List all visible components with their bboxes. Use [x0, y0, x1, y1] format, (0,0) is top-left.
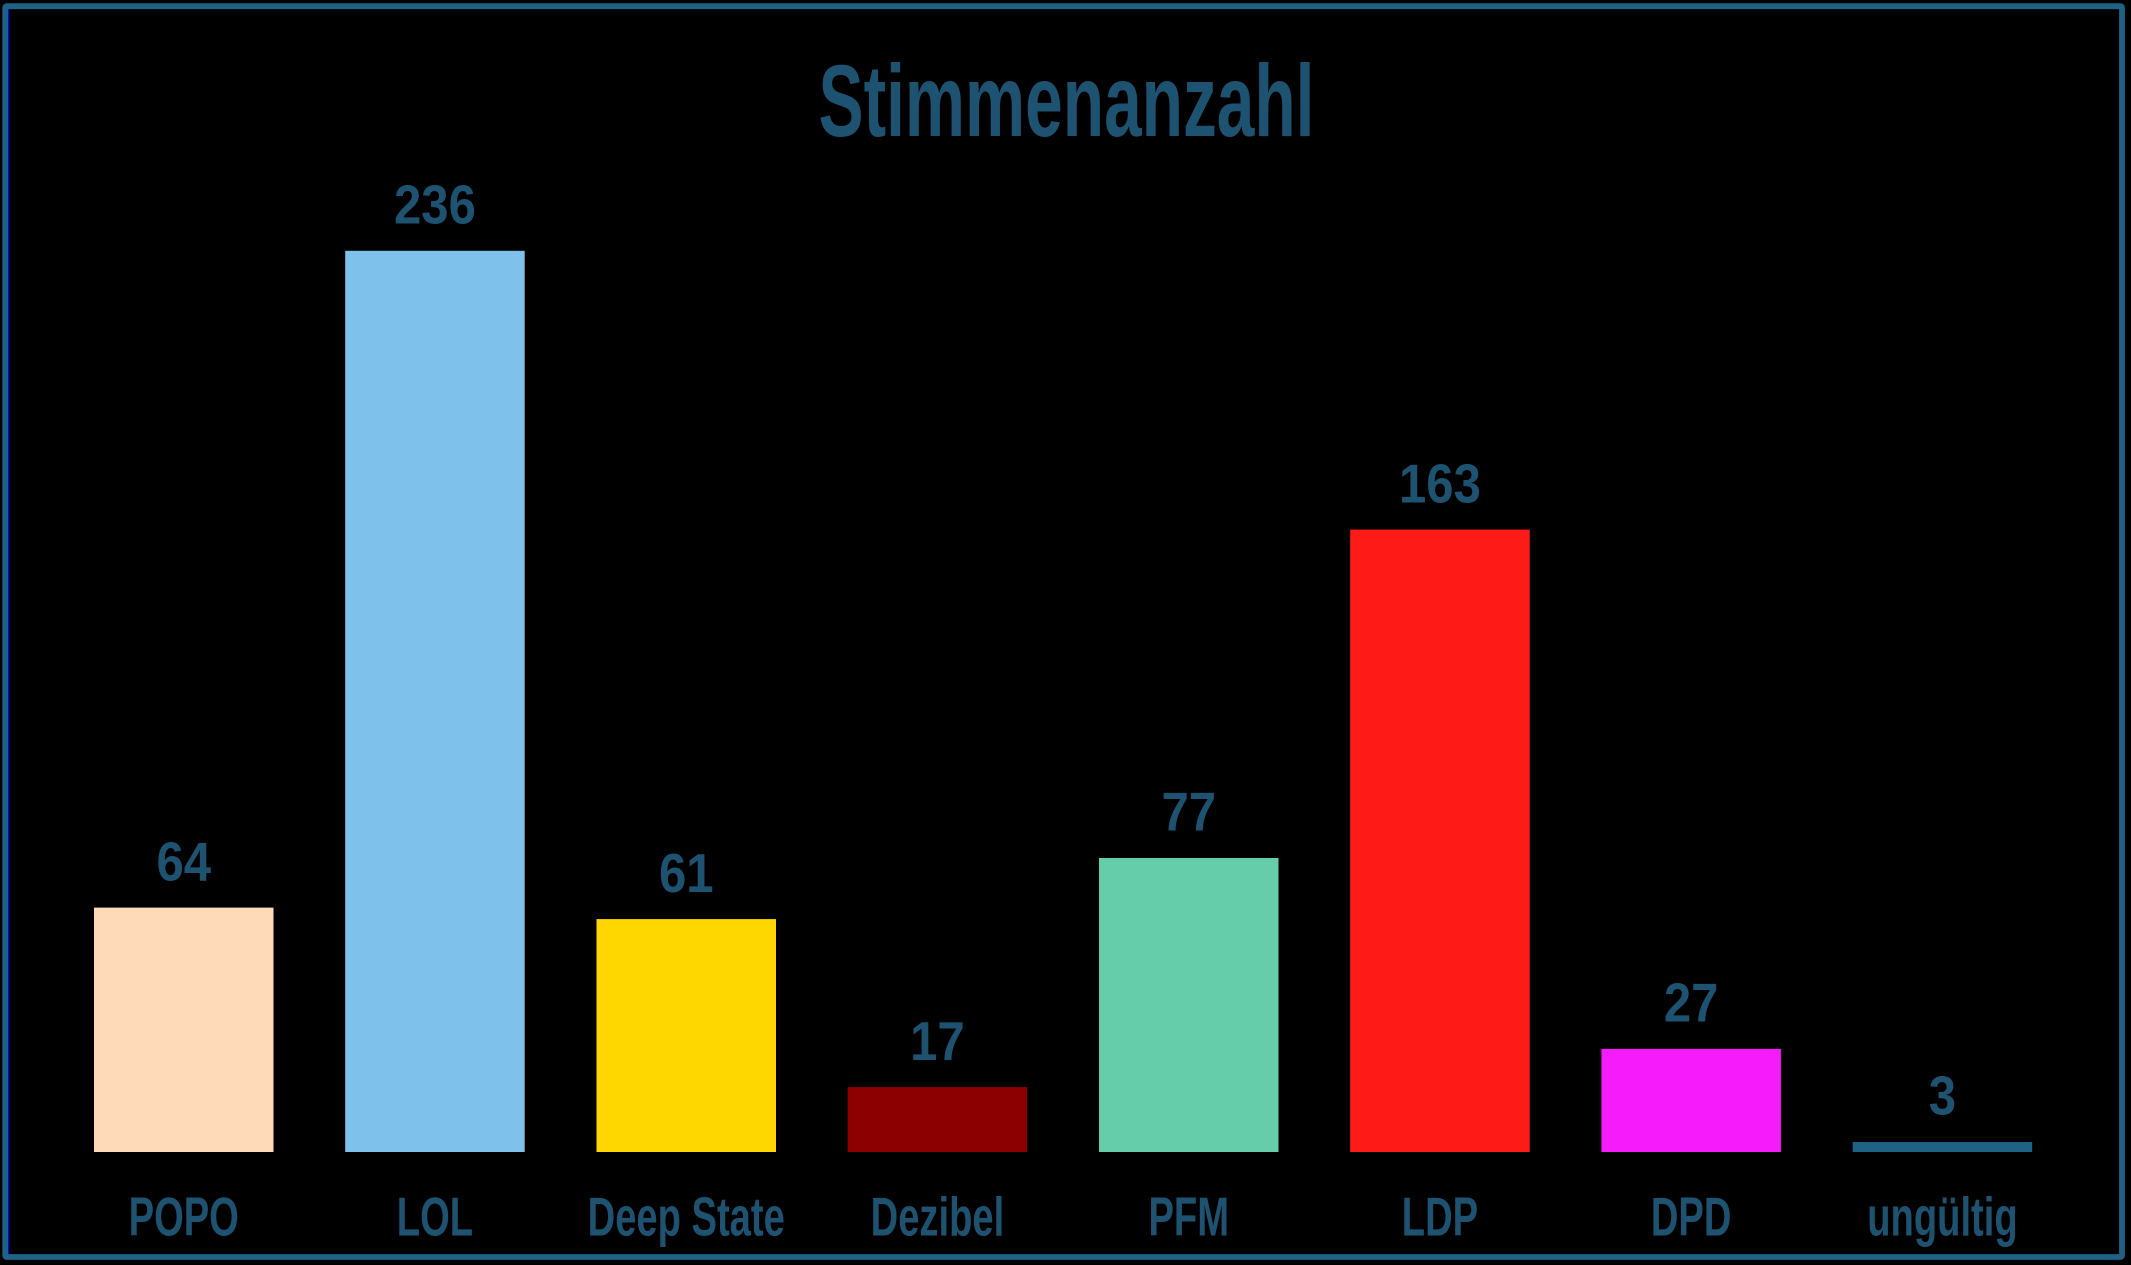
svg-text:DPD: DPD [1651, 1186, 1732, 1247]
svg-text:LDP: LDP [1402, 1186, 1478, 1247]
svg-text:PFM: PFM [1148, 1186, 1229, 1247]
svg-text:64: 64 [156, 831, 211, 892]
svg-text:Dezibel: Dezibel [871, 1186, 1005, 1247]
svg-text:LOL: LOL [397, 1186, 473, 1247]
svg-text:236: 236 [394, 174, 476, 235]
svg-text:Deep State: Deep State [588, 1186, 785, 1247]
svg-text:27: 27 [1664, 972, 1719, 1033]
svg-text:61: 61 [659, 842, 714, 903]
svg-text:Stimmenanzahl: Stimmenanzahl [819, 45, 1315, 158]
svg-text:163: 163 [1399, 453, 1481, 514]
svg-text:77: 77 [1161, 781, 1216, 842]
svg-text:ungültig: ungültig [1867, 1186, 2017, 1247]
svg-text:POPO: POPO [129, 1186, 239, 1247]
svg-text:17: 17 [910, 1010, 965, 1071]
svg-text:3: 3 [1929, 1065, 1956, 1126]
